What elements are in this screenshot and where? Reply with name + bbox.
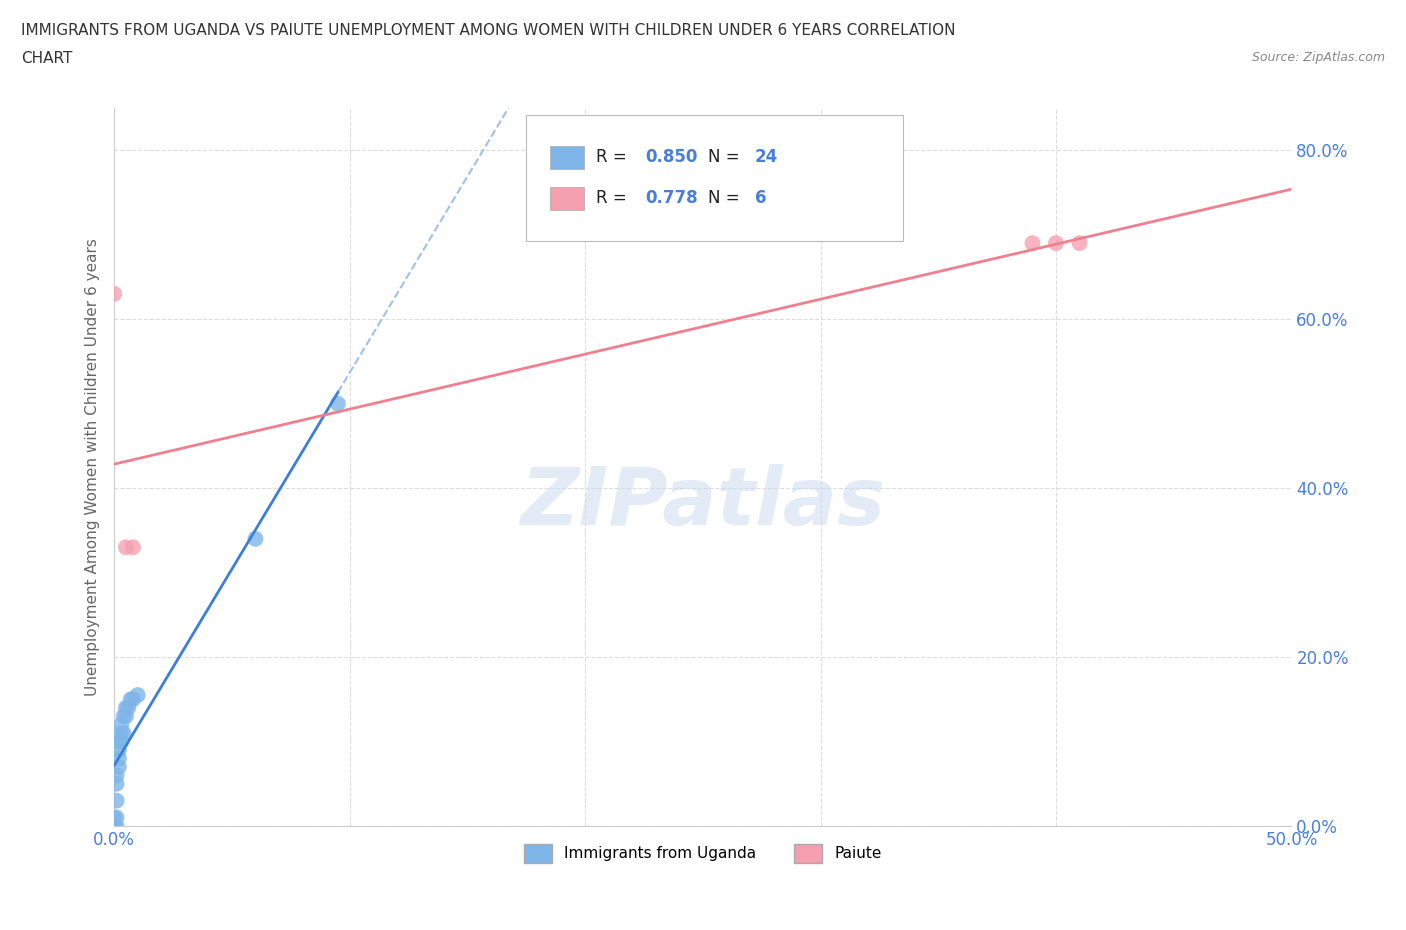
Point	[127, 687, 149, 702]
Text: N =: N =	[707, 148, 744, 166]
Point	[105, 768, 128, 783]
Point	[112, 725, 135, 740]
Point	[120, 692, 142, 707]
Point	[117, 700, 139, 715]
Point	[122, 539, 145, 554]
Point	[110, 734, 132, 749]
Point	[112, 709, 135, 724]
Point	[122, 692, 145, 707]
Text: Source: ZipAtlas.com: Source: ZipAtlas.com	[1251, 51, 1385, 64]
Point	[245, 531, 267, 546]
Point	[108, 734, 131, 749]
Point	[105, 793, 128, 808]
Text: R =: R =	[596, 189, 631, 206]
Point	[326, 396, 349, 411]
Point	[105, 818, 128, 833]
Point	[110, 725, 132, 740]
Text: ZIPatlas: ZIPatlas	[520, 464, 886, 542]
Point	[105, 810, 128, 825]
Legend: Immigrants from Uganda, Paiute: Immigrants from Uganda, Paiute	[519, 838, 887, 869]
Text: R =: R =	[596, 148, 631, 166]
Text: 6: 6	[755, 189, 766, 206]
FancyBboxPatch shape	[526, 115, 903, 241]
Point	[103, 818, 125, 833]
Point	[115, 539, 138, 554]
Point	[103, 286, 125, 301]
Point	[115, 700, 138, 715]
Text: 0.850: 0.850	[645, 148, 697, 166]
Point	[105, 777, 128, 791]
Point	[110, 717, 132, 732]
Point	[1021, 235, 1043, 250]
Text: 24: 24	[755, 148, 778, 166]
FancyBboxPatch shape	[550, 187, 583, 210]
Point	[108, 742, 131, 757]
Point	[115, 709, 138, 724]
Point	[1045, 235, 1067, 250]
Point	[108, 751, 131, 766]
Y-axis label: Unemployment Among Women with Children Under 6 years: Unemployment Among Women with Children U…	[86, 238, 100, 696]
Text: CHART: CHART	[21, 51, 73, 66]
Text: N =: N =	[707, 189, 744, 206]
Text: IMMIGRANTS FROM UGANDA VS PAIUTE UNEMPLOYMENT AMONG WOMEN WITH CHILDREN UNDER 6 : IMMIGRANTS FROM UGANDA VS PAIUTE UNEMPLO…	[21, 23, 956, 38]
Text: 0.778: 0.778	[645, 189, 697, 206]
Point	[108, 760, 131, 775]
FancyBboxPatch shape	[550, 146, 583, 169]
Point	[1069, 235, 1091, 250]
Point	[103, 810, 125, 825]
